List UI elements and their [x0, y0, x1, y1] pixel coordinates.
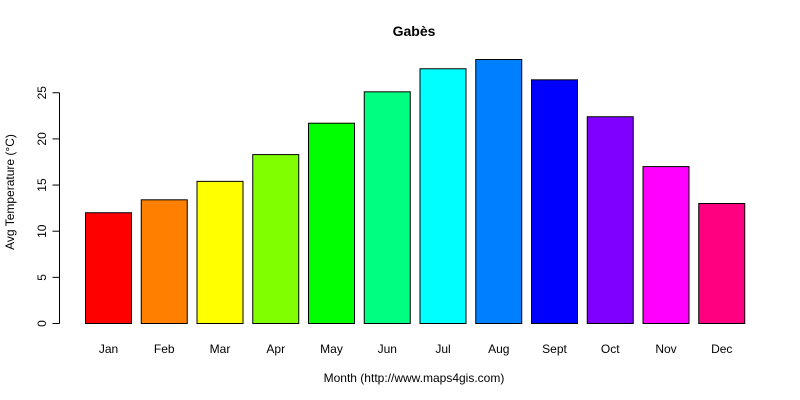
- y-axis-label: Avg Temperature (°C): [3, 134, 17, 250]
- y-tick-label: 20: [35, 132, 49, 146]
- y-tick-label: 10: [35, 224, 49, 238]
- y-tick-label: 5: [35, 274, 49, 281]
- x-tick-label-apr: Apr: [266, 342, 285, 356]
- x-tick-label-mar: Mar: [210, 342, 231, 356]
- bars-group: [85, 59, 746, 325]
- bar-nov: [642, 166, 690, 324]
- bar-apr: [252, 154, 300, 324]
- bar-jan: [85, 212, 132, 325]
- x-tick-label-oct: Oct: [601, 342, 620, 356]
- bar-jul: [419, 68, 467, 324]
- bar-oct: [586, 116, 634, 324]
- x-tick-label-jun: Jun: [378, 342, 397, 356]
- y-axis: 0 5 10 15 20 25: [35, 86, 60, 327]
- x-tick-label-aug: Aug: [488, 342, 509, 356]
- y-tick-label: 0: [35, 320, 49, 327]
- x-tick-label-may: May: [320, 342, 343, 356]
- y-tick-label: 25: [35, 86, 49, 100]
- bar-sept: [531, 79, 578, 324]
- bar-feb: [140, 199, 188, 324]
- x-tick-label-dec: Dec: [711, 342, 732, 356]
- chart-title: Gabès: [393, 23, 436, 39]
- x-axis-label: Month (http://www.maps4gis.com): [324, 371, 505, 385]
- bar-aug: [475, 59, 523, 324]
- bar-jun: [363, 91, 411, 325]
- x-tick-label-nov: Nov: [655, 342, 676, 356]
- x-tick-label-jul: Jul: [435, 342, 450, 356]
- y-tick-label: 15: [35, 178, 49, 192]
- bar-mar: [196, 180, 244, 324]
- bar-dec: [698, 203, 746, 324]
- x-tick-label-feb: Feb: [154, 342, 175, 356]
- bar-may: [308, 122, 355, 324]
- x-tick-label-sept: Sept: [542, 342, 567, 356]
- x-tick-labels: Jan Feb Mar Apr May Jun Jul Aug Sept Oct Nov Dec: [99, 342, 733, 356]
- x-tick-label-jan: Jan: [99, 342, 118, 356]
